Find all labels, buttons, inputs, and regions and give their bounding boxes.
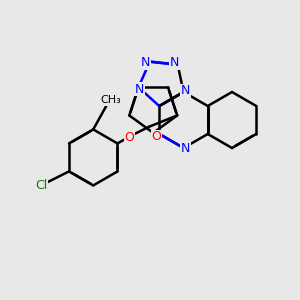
Text: O: O	[151, 130, 161, 143]
Text: CH₃: CH₃	[101, 95, 122, 105]
Text: N: N	[170, 56, 179, 69]
Text: N: N	[141, 56, 151, 69]
Text: Cl: Cl	[35, 179, 48, 192]
Text: N: N	[181, 85, 190, 98]
Text: N: N	[181, 142, 190, 155]
Text: O: O	[124, 130, 134, 143]
Text: N: N	[135, 83, 144, 96]
